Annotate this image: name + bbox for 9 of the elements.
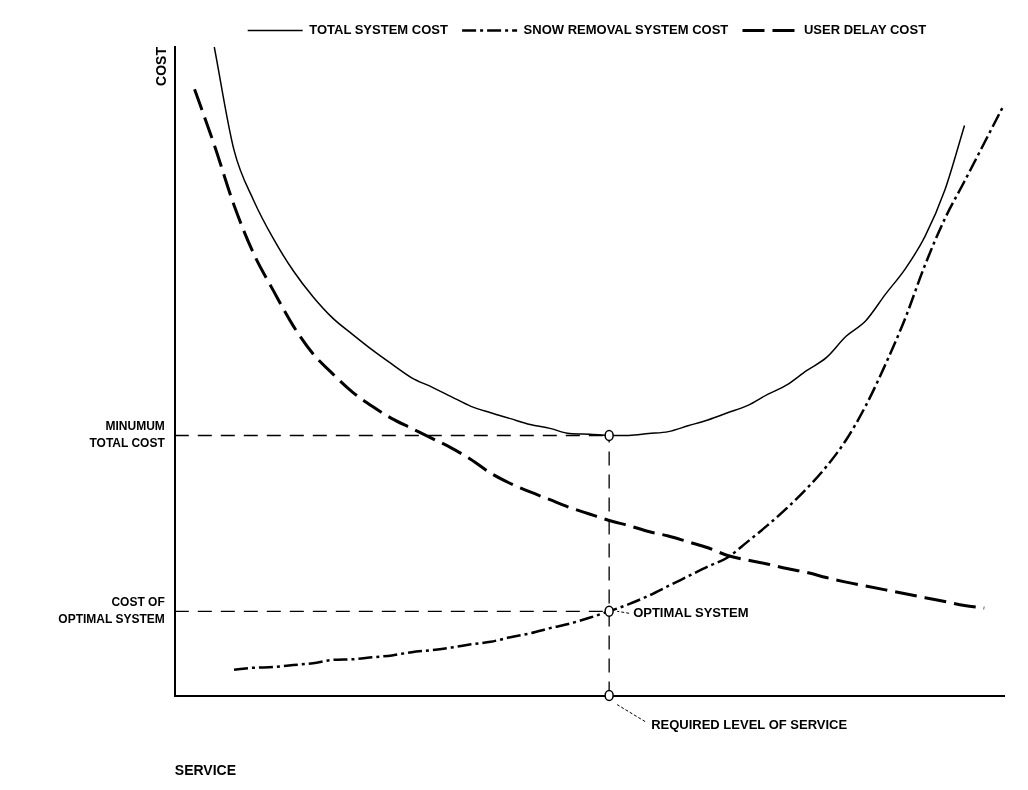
legend-label: USER DELAY COST xyxy=(803,22,927,38)
ref-line-label: MINUMUM TOTAL COST xyxy=(89,419,166,451)
legend-label: SNOW REMOVAL SYSTEM COST xyxy=(523,22,729,38)
x-axis-title: SERVICE xyxy=(174,762,237,779)
text: REQUIRED LEVEL OF SERVICE xyxy=(651,717,848,733)
annotation: OPTIMAL SYSTEM xyxy=(633,604,749,620)
y-axis-title: COST xyxy=(153,46,170,86)
legend-label: TOTAL SYSTEM COST xyxy=(309,22,448,38)
ref-line-label: COST OF OPTIMAL SYSTEM xyxy=(58,595,165,627)
